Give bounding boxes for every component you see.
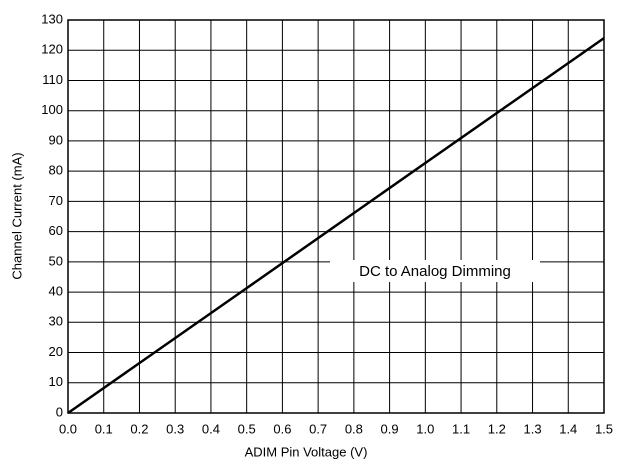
y-tick-label: 50 — [49, 253, 63, 268]
x-tick-label: 1.4 — [559, 421, 577, 436]
x-tick-label: 0.9 — [381, 421, 399, 436]
annotation-bg — [330, 260, 540, 282]
y-tick-label: 70 — [49, 193, 63, 208]
x-axis-label: ADIM Pin Voltage (V) — [245, 444, 368, 459]
y-tick-label: 10 — [49, 374, 63, 389]
x-tick-label: 0.3 — [166, 421, 184, 436]
x-tick-label: 0.1 — [95, 421, 113, 436]
y-axis-label: Channel Current (mA) — [9, 152, 24, 279]
x-tick-label: 0.5 — [238, 421, 256, 436]
y-tick-label: 120 — [41, 42, 63, 57]
y-tick-label: 40 — [49, 284, 63, 299]
y-tick-label: 0 — [56, 404, 63, 419]
x-tick-label: 0.2 — [130, 421, 148, 436]
x-tick-label: 0.7 — [309, 421, 327, 436]
y-tick-label: 30 — [49, 314, 63, 329]
y-tick-label: 110 — [42, 72, 63, 87]
x-tick-label: 1.1 — [452, 421, 470, 436]
y-tick-label: 90 — [49, 132, 63, 147]
x-tick-label: 0.0 — [59, 421, 77, 436]
y-tick-label: 20 — [49, 344, 63, 359]
y-tick-label: 80 — [49, 163, 63, 178]
x-tick-label: 1.0 — [416, 421, 434, 436]
x-tick-label: 1.2 — [488, 421, 506, 436]
x-tick-label: 0.6 — [273, 421, 291, 436]
y-tick-label: 130 — [41, 11, 63, 26]
data-line — [67, 37, 605, 415]
plot-frame — [67, 19, 605, 414]
x-tick-label: 0.4 — [202, 421, 220, 436]
x-tick-label: 1.3 — [523, 421, 541, 436]
x-tick-label: 1.5 — [595, 421, 613, 436]
y-tick-label: 100 — [41, 102, 63, 117]
x-tick-label: 0.8 — [345, 421, 363, 436]
y-tick-label: 60 — [49, 223, 63, 238]
annotation: DC to Analog Dimming — [359, 263, 511, 280]
